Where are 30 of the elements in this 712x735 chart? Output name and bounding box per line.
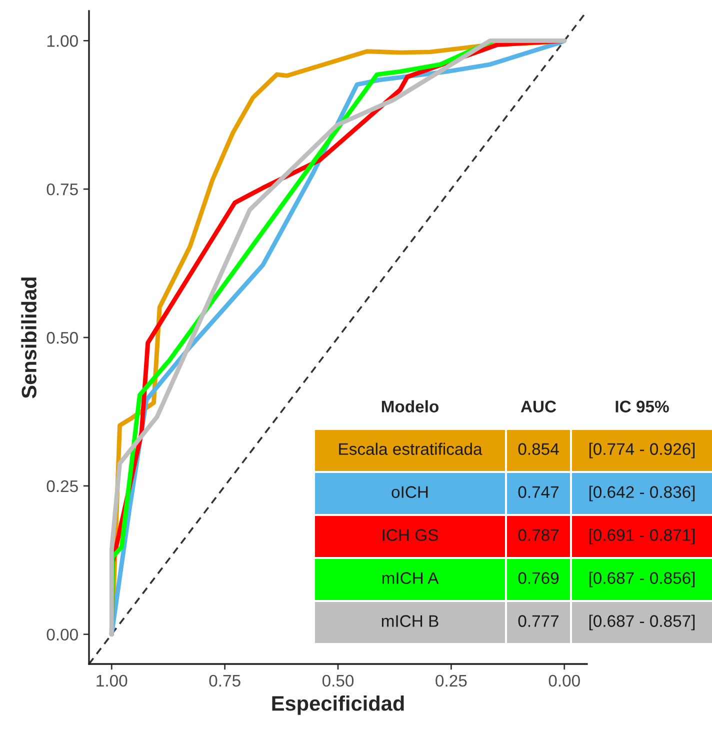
y-axis-title: Sensibilidad [21, 278, 36, 398]
annotation: 0.769 [518, 572, 559, 584]
text: [0.691 - 0.871] [589, 528, 695, 544]
text: mICH A [382, 572, 439, 584]
text: ICH GS [382, 529, 438, 541]
y-tick-label: 0.00 [46, 628, 78, 641]
x-tick-label: 1.00 [96, 674, 128, 687]
x-tick-label: 0.25 [436, 674, 467, 687]
annotation: 0.777 [518, 615, 559, 627]
text: [0.687 - 0.857] [589, 614, 695, 630]
x-tick-label: 0.00 [548, 674, 580, 687]
annotation: 0.787 [518, 529, 559, 541]
annotation: AUC [520, 400, 556, 412]
text: [0.642 - 0.836] [589, 486, 695, 502]
text: mICH B [382, 615, 438, 627]
text: IC 95% [616, 400, 669, 412]
annotation: 0.854 [518, 443, 559, 455]
y-tick-label: 0.75 [46, 183, 78, 196]
y-tick-label: 1.00 [47, 35, 78, 47]
text: oICH [392, 486, 428, 498]
x-tick-label: 0.75 [209, 674, 240, 687]
x-axis-title: Especificidad [272, 696, 404, 715]
x-tick-label: 0.50 [322, 674, 354, 687]
text: [0.687 - 0.856] [589, 572, 695, 588]
y-tick-label: 0.25 [46, 480, 78, 492]
text: Escala estratificada [339, 442, 482, 455]
text: [0.774 - 0.926] [589, 442, 695, 458]
annotation: 0.747 [518, 486, 559, 498]
legend-title: Modelo [382, 400, 439, 412]
y-tick-label: 0.50 [46, 332, 78, 344]
